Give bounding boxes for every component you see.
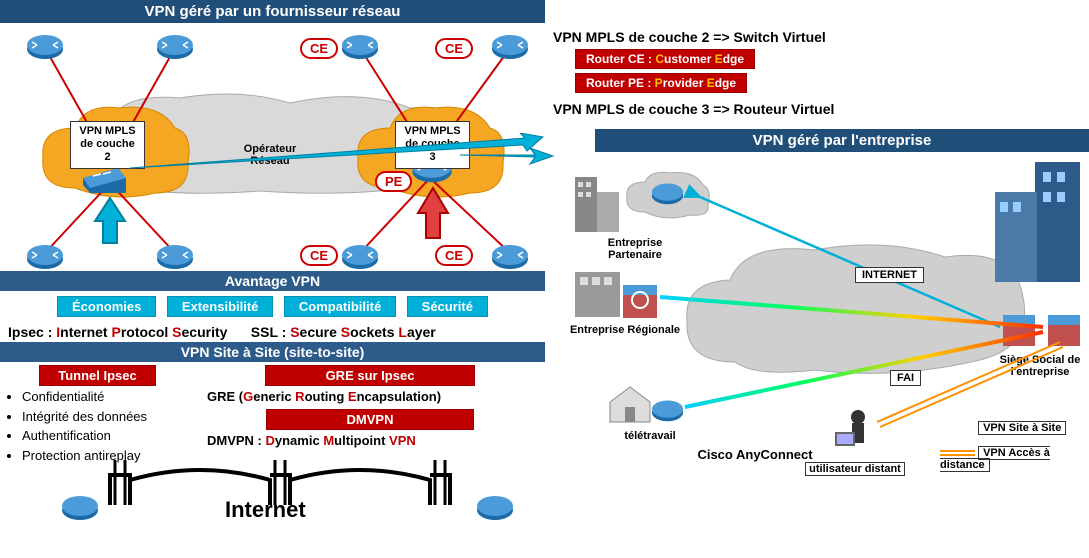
- router-ce-badge: Router CE : Customer Edge: [575, 49, 755, 69]
- header-enterprise-vpn: VPN géré par l'entreprise: [595, 129, 1089, 152]
- legend-remote: VPN Accès à distance: [940, 447, 1089, 471]
- internet-bridge-area: Internet: [0, 467, 545, 537]
- router-icon: [650, 397, 685, 423]
- site-to-site-section: Tunnel Ipsec Confidentialité Intégrité d…: [0, 362, 545, 467]
- bullet-item: Authentification: [22, 426, 191, 446]
- dmvpn-badge: DMVPN: [266, 409, 475, 430]
- ce-label: CE: [435, 245, 473, 266]
- router-icon: [155, 241, 195, 271]
- router-icon: [475, 492, 515, 522]
- building-icon: [570, 167, 625, 242]
- router-icon: [650, 180, 685, 206]
- partner-label: Entreprise Partenaire: [580, 237, 690, 261]
- user-icon: [830, 407, 880, 467]
- gre-def: GRE (Generic Routing Encapsulation): [199, 387, 541, 406]
- tunnel-bullets: Confidentialité Intégrité des données Au…: [4, 387, 191, 465]
- house-icon: [605, 382, 655, 432]
- vpn-mpls-3-box: VPN MPLS de couche 3: [395, 121, 470, 169]
- legend-site: VPN Site à Site: [940, 422, 1066, 434]
- remote-user-label: utilisateur distant: [805, 462, 905, 476]
- firewall-icon: [620, 282, 660, 327]
- router-pe-badge: Router PE : Provider Edge: [575, 73, 747, 93]
- fai-label: FAI: [890, 370, 921, 386]
- bullet-item: Intégrité des données: [22, 407, 191, 427]
- router-icon: [25, 241, 65, 271]
- firewall-icon: [1045, 312, 1083, 355]
- header-provider-vpn: VPN géré par un fournisseur réseau: [0, 0, 545, 23]
- firewall-icon: [1000, 312, 1038, 355]
- ipsec-ssl-line: Ipsec : Internet Protocol Security SSL :…: [0, 322, 545, 342]
- cisco-label: Cisco AnyConnect: [695, 447, 815, 462]
- advantage-badge: Économies: [57, 296, 156, 317]
- router-icon: [340, 31, 380, 61]
- gray-cloud: [675, 232, 1035, 392]
- pe-label: PE: [375, 171, 412, 192]
- ce-label: CE: [300, 38, 338, 59]
- internet-label: INTERNET: [855, 267, 924, 283]
- bullet-item: Confidentialité: [22, 387, 191, 407]
- up-arrow-icon: [90, 193, 130, 248]
- provider-diagram: VPN MPLS de couche 2 VPN MPLS de couche …: [0, 23, 545, 271]
- ce-label: CE: [300, 245, 338, 266]
- regional-label: Entreprise Régionale: [565, 324, 685, 336]
- ce-label: CE: [435, 38, 473, 59]
- internet-label: Internet: [225, 497, 306, 523]
- dmvpn-def: DMVPN : Dynamic Multipoint VPN: [199, 431, 541, 450]
- router-icon: [155, 31, 195, 61]
- router-icon: [25, 31, 65, 61]
- advantage-badge: Sécurité: [407, 296, 488, 317]
- router-icon: [490, 31, 530, 61]
- hq-building-icon: [985, 157, 1085, 292]
- router-icon: [60, 492, 100, 522]
- advantage-badge: Compatibilité: [284, 296, 396, 317]
- mpls3-text: VPN MPLS de couche 3 => Routeur Virtuel: [545, 97, 1089, 121]
- enterprise-diagram: Entreprise Partenaire Entreprise Régiona…: [545, 152, 1089, 512]
- vpn-mpls-2-box: VPN MPLS de couche 2: [70, 121, 145, 169]
- up-arrow-icon: [413, 183, 453, 243]
- hq-label: Siège Social de l'entreprise: [995, 354, 1085, 378]
- telework-label: télétravail: [615, 430, 685, 442]
- header-advantages: Avantage VPN: [0, 271, 545, 291]
- header-site-to-site: VPN Site à Site (site-to-site): [0, 342, 545, 362]
- advantage-badge: Extensibilité: [167, 296, 274, 317]
- tunnel-ipsec-badge: Tunnel Ipsec: [39, 365, 156, 386]
- gre-ipsec-badge: GRE sur Ipsec: [265, 365, 476, 386]
- router-icon: [340, 241, 380, 271]
- mpls2-text: VPN MPLS de couche 2 => Switch Virtuel: [545, 25, 1089, 49]
- operator-label: Opérateur Réseau: [225, 143, 315, 167]
- advantages-row: Économies Extensibilité Compatibilité Sé…: [0, 291, 545, 322]
- building-icon: [570, 267, 625, 327]
- router-icon: [490, 241, 530, 271]
